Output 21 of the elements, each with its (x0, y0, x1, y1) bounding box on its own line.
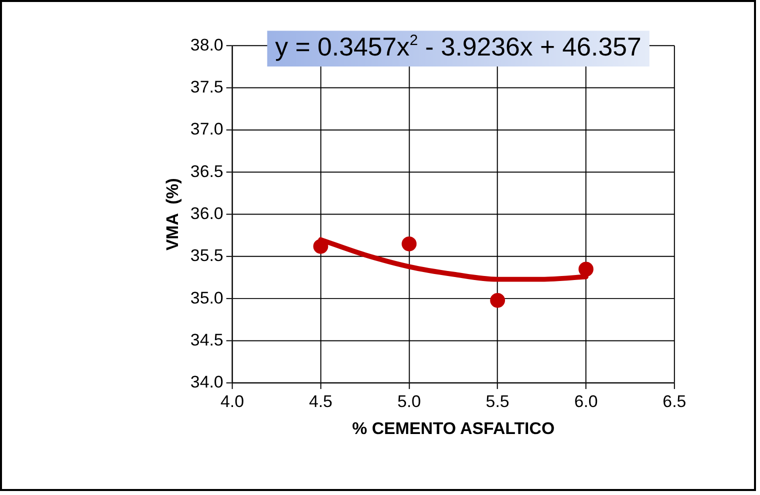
y-tick-label: 35.5 (190, 246, 224, 266)
point (402, 236, 417, 252)
point (490, 292, 506, 308)
x-axis-title: % CEMENTO ASFALTICO (352, 418, 555, 438)
y-tick-label: 38.0 (190, 35, 224, 54)
point (578, 262, 594, 277)
y-tick-label: 37.0 (190, 120, 224, 139)
x-tick-label: 5.5 (486, 392, 510, 411)
y-tick-label: 34.5 (190, 330, 224, 350)
x-tick-label: 4.5 (308, 392, 332, 411)
y-tick-label: 37.5 (190, 77, 224, 96)
x-tick-label: 4.0 (220, 392, 244, 411)
point (313, 238, 328, 254)
y-tick-label: 36.5 (190, 162, 224, 181)
x-tick-label: 5.0 (397, 392, 421, 411)
y-axis-title: VMA (%) (162, 178, 182, 251)
y-tick-label: 34.0 (190, 372, 224, 392)
y-tick-label: 36.0 (190, 204, 224, 223)
x-tick-label: 6.5 (662, 392, 686, 411)
y-tick-label: 35.0 (190, 288, 224, 308)
x-tick-label: 6.0 (574, 392, 598, 411)
